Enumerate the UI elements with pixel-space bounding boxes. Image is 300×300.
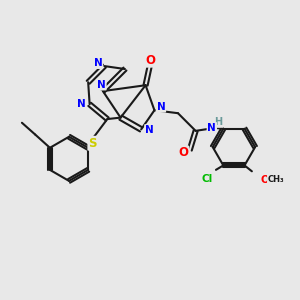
Text: Cl: Cl [202, 174, 213, 184]
Text: H: H [214, 117, 222, 127]
Text: CH₃: CH₃ [268, 175, 284, 184]
Text: S: S [88, 137, 97, 150]
Text: O: O [261, 175, 269, 184]
Text: N: N [97, 80, 106, 90]
Text: O: O [178, 146, 188, 159]
Text: N: N [94, 58, 102, 68]
Text: N: N [77, 99, 86, 110]
Text: N: N [145, 125, 154, 135]
Text: N: N [208, 123, 216, 133]
Text: N: N [157, 102, 165, 112]
Text: O: O [145, 54, 155, 67]
